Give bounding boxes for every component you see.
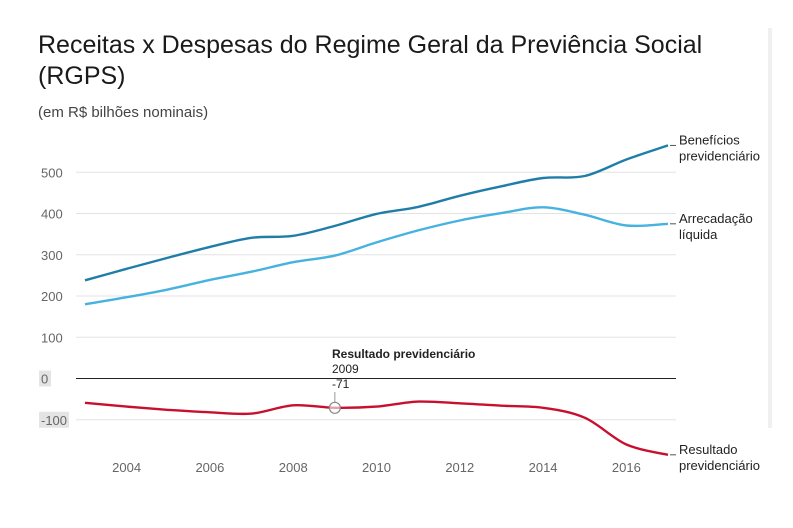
xtick-label: 2014 — [529, 460, 558, 475]
ytick-label: 500 — [41, 165, 63, 180]
series-label: previdenciário — [679, 458, 760, 473]
series-label: previdenciário — [679, 148, 760, 163]
ytick-label: -100 — [41, 413, 67, 428]
series-label: Arrecadação — [679, 211, 753, 226]
series-line — [84, 400, 669, 456]
ytick-label: 200 — [41, 289, 63, 304]
xtick-label: 2010 — [362, 460, 391, 475]
ytick-label: 0 — [41, 372, 48, 387]
xtick-label: 2008 — [279, 460, 308, 475]
xtick-label: 2016 — [612, 460, 641, 475]
series-line — [84, 144, 669, 282]
xtick-label: 2012 — [445, 460, 474, 475]
chart-title: Receitas x Despesas do Regime Geral da P… — [38, 31, 703, 90]
chart-subtitle: (em R$ bilhões nominais) — [38, 104, 209, 121]
series-label: Benefícios — [679, 132, 740, 147]
ytick-label: 100 — [41, 330, 63, 345]
series-label: líquida — [679, 227, 718, 242]
tooltip-marker — [328, 401, 341, 414]
ytick-label: 400 — [41, 207, 63, 222]
tooltip-value: -71 — [332, 377, 350, 391]
tooltip-series: Resultado previdenciário — [332, 347, 475, 361]
ytick-label: 300 — [41, 248, 63, 263]
xtick-label: 2006 — [195, 460, 224, 475]
ytick-label-bg — [39, 370, 51, 387]
scrollbar-track — [768, 28, 772, 428]
ytick-label-bg — [39, 411, 69, 428]
tooltip-year: 2009 — [332, 362, 359, 376]
series-label: Resultado — [679, 442, 738, 457]
series-line — [84, 206, 669, 306]
xtick-label: 2004 — [112, 460, 141, 475]
